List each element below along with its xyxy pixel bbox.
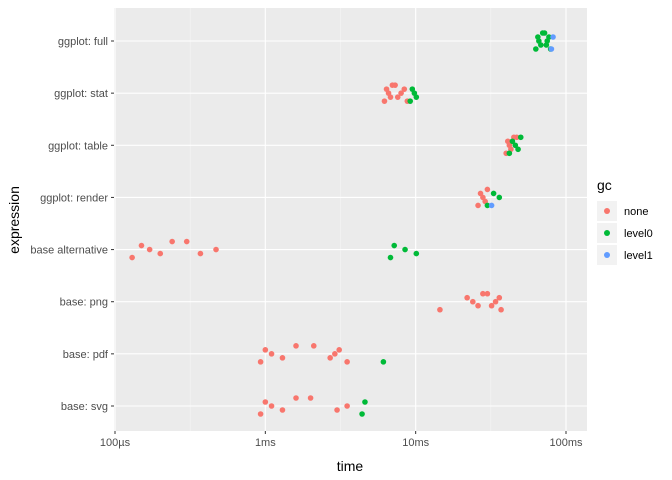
y-axis: ggplot: full ggplot: stat ggplot: table ggp… (30, 36, 114, 413)
data-point (517, 134, 524, 141)
data-point (268, 403, 275, 409)
data-point (548, 46, 555, 52)
data-point (488, 202, 495, 209)
data-point (332, 351, 338, 357)
legend-key (604, 208, 610, 214)
data-point (402, 246, 408, 253)
data-point (496, 194, 503, 201)
data-point (327, 355, 333, 361)
data-point (513, 134, 520, 141)
data-point (496, 294, 503, 301)
data-point (484, 186, 491, 193)
data-point (197, 250, 204, 257)
data-point (387, 94, 394, 100)
panel-background (114, 8, 587, 431)
data-points (129, 30, 556, 417)
data-point (157, 250, 164, 257)
data-point (213, 246, 219, 253)
y-tick-label: ggplot: render (40, 192, 108, 204)
data-point (413, 250, 420, 257)
legend-title: gc (597, 177, 612, 193)
data-point (336, 347, 343, 353)
data-point (512, 142, 519, 149)
data-point (407, 98, 414, 104)
data-point (488, 302, 495, 309)
y-tick-label: ggplot: stat (54, 88, 108, 100)
legend-label: level1 (624, 250, 653, 262)
x-tick-label: 100µs (100, 437, 131, 449)
y-tick-label: ggplot: table (48, 140, 108, 152)
data-point (362, 399, 368, 405)
data-point (470, 298, 476, 305)
data-point (268, 351, 275, 357)
data-point (550, 34, 556, 40)
data-point (279, 355, 286, 361)
data-point (279, 407, 286, 413)
data-point (387, 254, 394, 261)
legend-key (604, 252, 610, 258)
data-point (401, 86, 408, 92)
data-point (484, 290, 491, 297)
y-tick-label: base: svg (61, 401, 108, 413)
legend-key (604, 230, 610, 236)
data-point (380, 359, 387, 365)
data-point (541, 30, 548, 36)
data-point (546, 34, 552, 40)
data-point (490, 190, 497, 197)
data-point (359, 411, 365, 417)
data-point (394, 94, 401, 100)
data-point (533, 46, 539, 52)
data-point (334, 407, 340, 413)
data-point (498, 306, 504, 313)
y-tick-label: base: png (60, 297, 108, 309)
legend: gc none level0 level1 (597, 177, 653, 265)
data-point (492, 298, 499, 305)
x-axis: 100µs 1ms 10ms 100ms (100, 431, 583, 449)
data-point (262, 399, 269, 405)
data-point (475, 202, 481, 209)
data-point (437, 306, 443, 313)
data-point (538, 42, 544, 48)
data-point (391, 242, 398, 249)
data-point (257, 411, 264, 417)
x-tick-label: 100ms (549, 437, 583, 449)
data-point (484, 202, 491, 209)
data-point (146, 246, 153, 253)
x-axis-title: time (337, 458, 364, 474)
data-point (464, 294, 470, 301)
data-point (515, 146, 521, 153)
data-point (307, 395, 314, 401)
data-point (293, 343, 299, 349)
y-tick-label: base: pdf (63, 349, 109, 361)
data-point (506, 150, 513, 157)
data-point (129, 254, 135, 261)
legend-label: level0 (624, 228, 653, 240)
data-point (413, 94, 420, 100)
y-axis-title: expression (6, 186, 22, 254)
data-point (344, 403, 350, 409)
data-point (509, 138, 516, 145)
y-tick-label: base alternative (30, 245, 108, 257)
data-point (475, 302, 481, 309)
data-point (398, 90, 404, 96)
y-tick-label: ggplot: full (58, 36, 108, 48)
legend-label: none (624, 206, 648, 218)
x-tick-label: 10ms (402, 437, 429, 449)
data-point (257, 359, 264, 365)
grid (114, 8, 587, 431)
data-point (183, 238, 190, 245)
data-point (169, 238, 175, 245)
x-tick-label: 1ms (255, 437, 276, 449)
data-point (262, 347, 269, 353)
data-point (344, 359, 350, 365)
data-point (310, 343, 317, 349)
data-point (480, 290, 486, 297)
data-point (392, 82, 398, 88)
data-point (293, 395, 299, 401)
data-point (138, 242, 145, 249)
data-point (381, 98, 388, 104)
